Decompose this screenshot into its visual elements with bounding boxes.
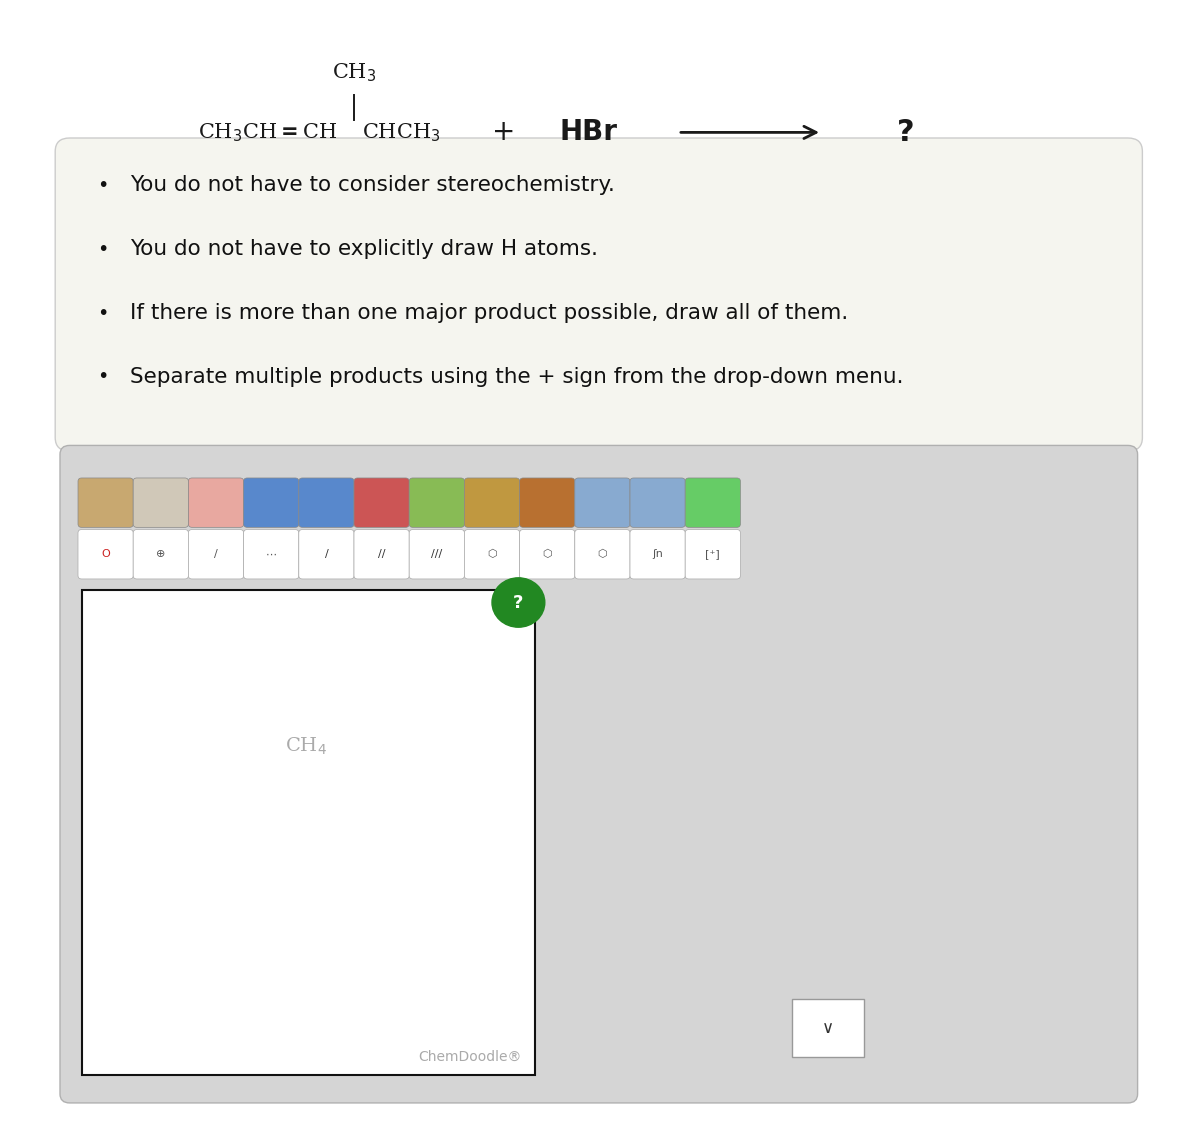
Text: ʃn: ʃn — [652, 550, 664, 559]
Text: CH$_4$: CH$_4$ — [286, 736, 326, 756]
Text: •: • — [97, 304, 109, 322]
FancyBboxPatch shape — [60, 445, 1138, 1103]
FancyBboxPatch shape — [133, 530, 188, 579]
Bar — [82, 590, 535, 1075]
FancyBboxPatch shape — [55, 138, 1142, 451]
FancyBboxPatch shape — [520, 478, 575, 527]
Text: Separate multiple products using the + sign from the drop-down menu.: Separate multiple products using the + s… — [130, 367, 904, 387]
Text: /: / — [214, 550, 218, 559]
Bar — [792, 999, 864, 1057]
FancyBboxPatch shape — [188, 478, 244, 527]
FancyBboxPatch shape — [409, 478, 464, 527]
Text: You do not have to explicitly draw H atoms.: You do not have to explicitly draw H ato… — [130, 239, 598, 259]
FancyBboxPatch shape — [299, 530, 354, 579]
Text: CH$_3$: CH$_3$ — [331, 62, 377, 84]
FancyBboxPatch shape — [575, 530, 630, 579]
Text: /: / — [324, 550, 329, 559]
Text: ∨: ∨ — [822, 1019, 834, 1037]
FancyBboxPatch shape — [354, 478, 409, 527]
FancyBboxPatch shape — [299, 478, 354, 527]
Text: ChemDoodle®: ChemDoodle® — [419, 1050, 522, 1064]
FancyBboxPatch shape — [575, 478, 630, 527]
Text: ⬡: ⬡ — [598, 550, 607, 559]
Text: ⋯: ⋯ — [265, 550, 277, 559]
Text: If there is more than one major product possible, draw all of them.: If there is more than one major product … — [130, 303, 848, 323]
Text: ⊕: ⊕ — [156, 550, 166, 559]
Text: CHCH$_3$: CHCH$_3$ — [362, 121, 440, 144]
Text: •: • — [97, 240, 109, 258]
FancyBboxPatch shape — [244, 478, 299, 527]
Text: CH$_3$CH$\mathbf{=}$CH: CH$_3$CH$\mathbf{=}$CH — [198, 121, 337, 144]
FancyBboxPatch shape — [685, 530, 740, 579]
Text: ?: ? — [898, 118, 914, 147]
FancyBboxPatch shape — [630, 530, 685, 579]
Text: ⬡: ⬡ — [487, 550, 497, 559]
Text: [⁺]: [⁺] — [706, 550, 720, 559]
Text: HBr: HBr — [559, 119, 617, 146]
FancyBboxPatch shape — [133, 478, 188, 527]
Circle shape — [492, 578, 545, 627]
FancyBboxPatch shape — [464, 530, 520, 579]
Text: O: O — [101, 550, 110, 559]
FancyBboxPatch shape — [354, 530, 409, 579]
Text: //: // — [378, 550, 385, 559]
Text: +: + — [492, 119, 516, 146]
FancyBboxPatch shape — [630, 478, 685, 527]
FancyBboxPatch shape — [188, 530, 244, 579]
Text: ?: ? — [514, 594, 523, 611]
FancyBboxPatch shape — [78, 478, 133, 527]
Text: You do not have to consider stereochemistry.: You do not have to consider stereochemis… — [130, 175, 614, 195]
FancyBboxPatch shape — [78, 530, 133, 579]
Text: ⬡: ⬡ — [542, 550, 552, 559]
Text: •: • — [97, 368, 109, 386]
FancyBboxPatch shape — [409, 530, 464, 579]
FancyBboxPatch shape — [520, 530, 575, 579]
FancyBboxPatch shape — [685, 478, 740, 527]
Text: •: • — [97, 176, 109, 194]
Text: ///: /// — [431, 550, 443, 559]
FancyBboxPatch shape — [244, 530, 299, 579]
FancyBboxPatch shape — [464, 478, 520, 527]
